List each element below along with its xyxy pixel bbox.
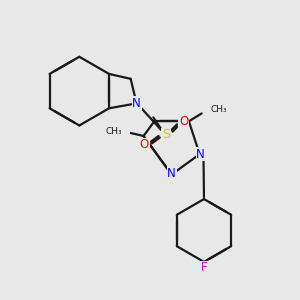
Text: O: O [179,115,188,128]
Text: F: F [201,261,207,274]
Text: S: S [162,128,170,141]
Text: N: N [196,148,205,161]
Text: N: N [167,167,176,180]
Text: CH₃: CH₃ [211,105,227,114]
Text: CH₃: CH₃ [105,127,122,136]
Text: N: N [132,97,141,110]
Text: O: O [140,138,149,151]
